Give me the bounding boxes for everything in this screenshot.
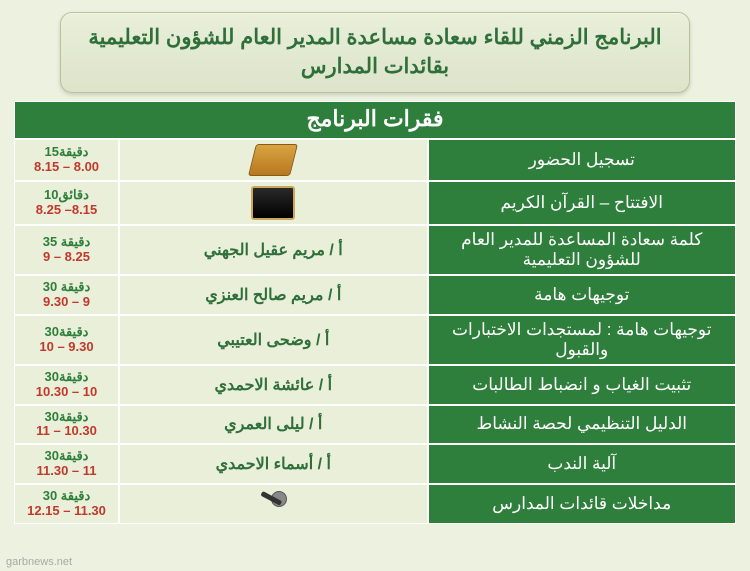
duration-text: 30دقيقة xyxy=(45,410,89,425)
topic-cell: توجيهات هامة : لمستجدات الاختبارات والقب… xyxy=(428,315,737,365)
duration-text: 30دقيقة xyxy=(45,449,89,464)
quran-book-icon xyxy=(251,186,295,220)
topic-cell: تسجيل الحضور xyxy=(428,139,737,181)
microphone-icon xyxy=(253,489,293,519)
schedule-table: 15دقيقة8.15 – 8.00 تسجيل الحضور 10دقائق8.2… xyxy=(14,139,736,525)
presenter-cell: أ / عائشة الاحمدي xyxy=(119,365,428,405)
title-panel: البرنامج الزمني للقاء سعادة مساعدة المدي… xyxy=(60,12,690,93)
section-header: فقرات البرنامج xyxy=(14,101,736,139)
time-cell: 30دقيقة10.30 – 10 xyxy=(14,365,119,405)
topic-cell: كلمة سعادة المساعدة للمدير العام للشؤون … xyxy=(428,225,737,275)
time-range-text: 8.25 –8.15 xyxy=(36,203,97,218)
topic-cell: توجيهات هامة xyxy=(428,275,737,315)
presenter-cell: أ / وضحى العتيبي xyxy=(119,315,428,365)
scroll-icon xyxy=(248,144,298,176)
presenter-cell: أ / ليلى العمري xyxy=(119,405,428,445)
presenter-cell: أ / أسماء الاحمدي xyxy=(119,444,428,484)
presenter-cell: أ / مريم عقيل الجهني xyxy=(119,225,428,275)
presenter-cell xyxy=(119,181,428,225)
topic-cell: الافتتاح – القرآن الكريم xyxy=(428,181,737,225)
topic-cell: مداخلات قائدات المدارس xyxy=(428,484,737,524)
time-range-text: 11.30 – 11 xyxy=(36,464,96,479)
time-range-text: 11 – 10.30 xyxy=(36,424,97,439)
time-cell: 30 دقيقة12.15 – 11.30 xyxy=(14,484,119,524)
time-range-text: 10.30 – 10 xyxy=(36,385,97,400)
time-range-text: 10 – 9.30 xyxy=(39,340,93,355)
duration-text: 10دقائق xyxy=(44,188,89,203)
time-cell: 30دقيقة10 – 9.30 xyxy=(14,315,119,365)
presenter-cell xyxy=(119,484,428,524)
topic-cell: الدليل التنظيمي لحصة النشاط xyxy=(428,405,737,445)
page-title: البرنامج الزمني للقاء سعادة مساعدة المدي… xyxy=(75,23,675,82)
time-cell: 30دقيقة11.30 – 11 xyxy=(14,444,119,484)
time-cell: 30 دقيقة9.30 – 9 xyxy=(14,275,119,315)
time-cell: 15دقيقة8.15 – 8.00 xyxy=(14,139,119,181)
topic-cell: تثبيت الغياب و انضباط الطالبات xyxy=(428,365,737,405)
duration-text: 35 دقيقة xyxy=(43,235,91,250)
time-cell: 30دقيقة11 – 10.30 xyxy=(14,405,119,445)
time-cell: 35 دقيقة9 – 8.25 xyxy=(14,225,119,275)
duration-text: 30 دقيقة xyxy=(43,280,91,295)
topic-cell: آلية الندب xyxy=(428,444,737,484)
time-range-text: 8.15 – 8.00 xyxy=(34,160,99,175)
time-range-text: 12.15 – 11.30 xyxy=(27,504,106,519)
presenter-cell: أ / مريم صالح العنزي xyxy=(119,275,428,315)
duration-text: 30 دقيقة xyxy=(43,489,91,504)
duration-text: 30دقيقة xyxy=(45,325,89,340)
duration-text: 30دقيقة xyxy=(45,370,89,385)
watermark: garbnews.net xyxy=(6,556,72,568)
time-range-text: 9 – 8.25 xyxy=(43,250,90,265)
presenter-cell xyxy=(119,139,428,181)
duration-text: 15دقيقة xyxy=(45,145,89,160)
time-cell: 10دقائق8.25 –8.15 xyxy=(14,181,119,225)
time-range-text: 9.30 – 9 xyxy=(43,295,90,310)
